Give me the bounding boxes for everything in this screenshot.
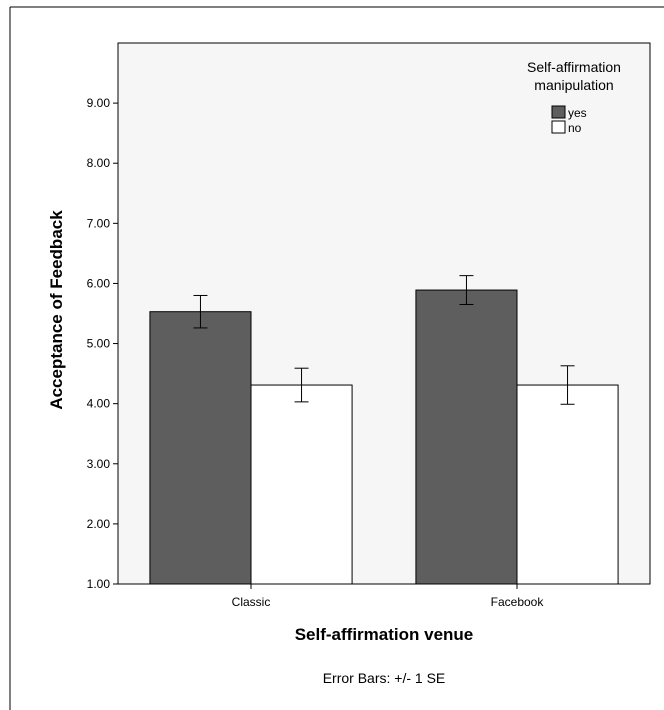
legend-swatch-yes — [551, 105, 566, 119]
y-tick-label-4: 5.00 — [87, 337, 111, 351]
x-tick-label-classic: Classic — [232, 595, 271, 609]
bar-facebook-yes — [415, 289, 518, 585]
y-tick-label-7: 8.00 — [87, 156, 111, 170]
y-tick-label-6: 7.00 — [87, 216, 111, 230]
legend-title-line-1: Self-affirmation — [527, 59, 621, 75]
y-tick-label-1: 2.00 — [87, 517, 111, 531]
legend-label-no: no — [568, 121, 582, 135]
y-axis-title: Acceptance of Feedback — [47, 210, 66, 410]
x-axis-title: Self-affirmation venue — [295, 625, 474, 644]
error-bars-group — [193, 275, 575, 405]
bar-classic-yes — [149, 311, 252, 585]
y-tick-label-5: 6.00 — [87, 276, 111, 290]
bar-classic-no — [250, 384, 353, 585]
bar-facebook-no — [516, 384, 619, 585]
y-tick-label-8: 9.00 — [87, 96, 111, 110]
legend-swatch-no — [551, 120, 566, 134]
error-bars-note: Error Bars: +/- 1 SE — [323, 670, 446, 686]
y-axis: 1.00 2.00 3.00 4.00 5.00 6.00 7.00 8.00 9.00 — [87, 96, 118, 591]
legend: Self-affirmation manipulation yes no — [527, 59, 621, 135]
x-tick-label-facebook: Facebook — [491, 595, 545, 609]
x-axis: Classic Facebook — [232, 584, 545, 609]
bars-group — [149, 289, 619, 585]
y-tick-label-2: 3.00 — [87, 457, 111, 471]
legend-label-yes: yes — [568, 106, 587, 120]
y-tick-label-0: 1.00 — [87, 577, 111, 591]
y-tick-label-3: 4.00 — [87, 397, 111, 411]
legend-title-line-2: manipulation — [534, 77, 613, 93]
